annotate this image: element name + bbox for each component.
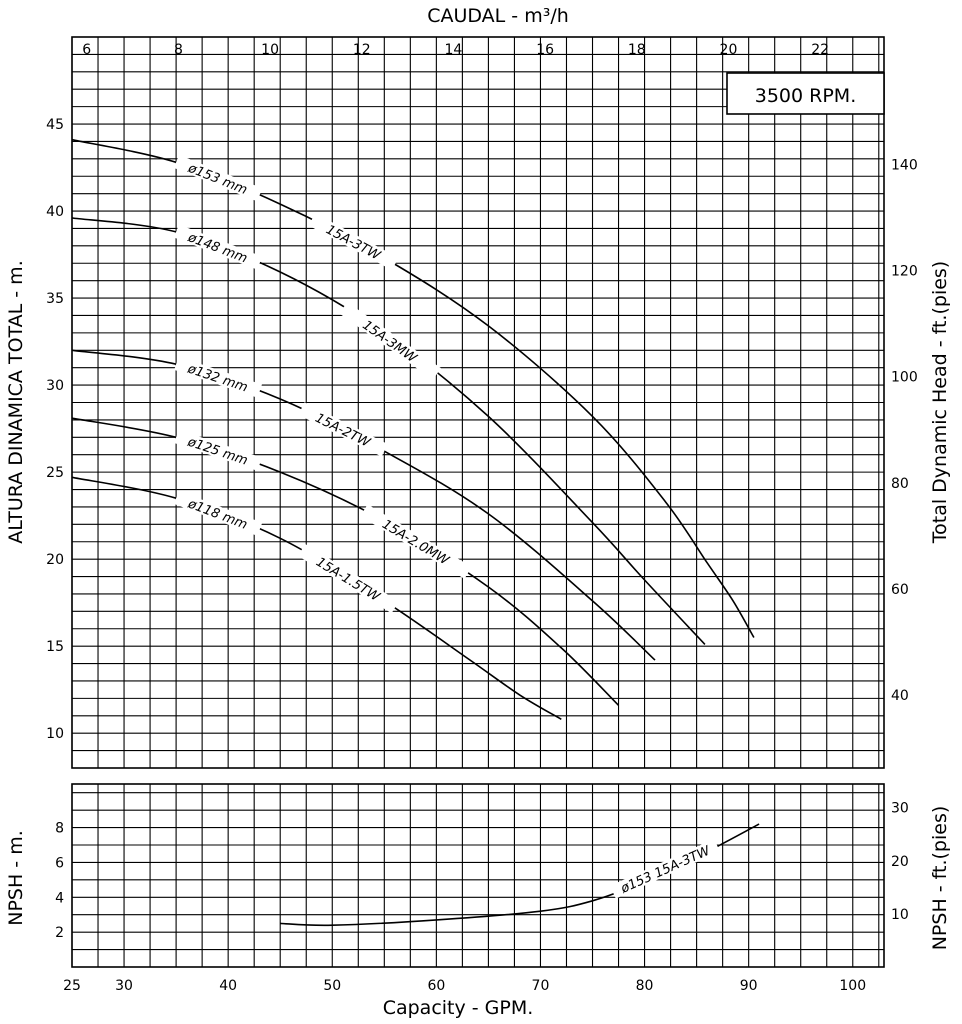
head-curve-1 xyxy=(71,138,755,638)
rpm-box xyxy=(726,72,885,115)
npsh-curve-label: ø153 15A-3TW xyxy=(618,843,714,897)
x-tick-label: 60 xyxy=(427,978,445,994)
x-tick-label: 70 xyxy=(532,978,550,994)
model-label-2: 15A-3MW xyxy=(359,318,420,367)
npsh-y2-tick-label: 30 xyxy=(891,801,909,817)
x2-tick-label: 18 xyxy=(628,42,646,58)
y2-tick-label: 120 xyxy=(891,264,918,280)
head-curve-3 xyxy=(71,349,656,661)
y-tick-label: 10 xyxy=(46,726,64,742)
y2-tick-label: 60 xyxy=(891,582,909,598)
diameter-label-3: ø132 mm xyxy=(185,361,250,395)
model-label-3-mask xyxy=(298,402,388,457)
x-tick-label: 100 xyxy=(839,978,866,994)
x2-tick-label: 8 xyxy=(174,42,183,58)
y-tick-label: 45 xyxy=(46,117,64,133)
x2-tick-label: 16 xyxy=(536,42,554,58)
npsh-plot-frame xyxy=(71,783,885,968)
top-axis-title: CAUDAL - m³/h xyxy=(427,5,569,27)
npsh-right-axis-title: NPSH - ft.(pies) xyxy=(929,806,951,951)
y2-tick-label: 100 xyxy=(891,370,918,386)
right-axis-title: Total Dynamic Head - ft.(pies) xyxy=(929,261,951,544)
diameter-label-4-mask xyxy=(174,429,262,471)
bottom-axis-title: Capacity - GPM. xyxy=(383,997,534,1019)
head-curve-4 xyxy=(71,417,620,706)
x-tick-label: 90 xyxy=(740,978,758,994)
npsh-left-axis-title: NPSH - m. xyxy=(5,830,27,926)
x-tick-label: 80 xyxy=(636,978,654,994)
model-label-5: 15A-1.5TW xyxy=(313,555,383,606)
x2-tick-label: 20 xyxy=(720,42,738,58)
y2-tick-label: 80 xyxy=(891,476,909,492)
diameter-label-3-mask xyxy=(174,356,262,398)
diameter-label-1-mask xyxy=(173,154,263,202)
x-tick-label: 30 xyxy=(115,978,133,994)
model-label-4: 15A-2.0MW xyxy=(379,517,452,569)
npsh-curve xyxy=(280,823,760,927)
y-tick-label: 40 xyxy=(46,204,64,220)
head-curve-2 xyxy=(71,217,706,645)
y-tick-label: 25 xyxy=(46,465,64,481)
npsh-y2-tick-label: 20 xyxy=(891,854,909,870)
y-tick-label: 30 xyxy=(46,378,64,394)
model-label-4-mask xyxy=(360,504,472,579)
npsh-curve-label-mask xyxy=(610,838,720,899)
model-label-3: 15A-2TW xyxy=(313,411,374,451)
model-label-2-mask xyxy=(339,301,441,380)
x-tick-label: 25 xyxy=(63,978,81,994)
x2-tick-label: 12 xyxy=(353,42,371,58)
rpm-title: 3500 RPM. xyxy=(755,85,857,107)
y-tick-label: 35 xyxy=(46,291,64,307)
model-label-1-mask xyxy=(308,213,399,271)
y2-tick-label: 40 xyxy=(891,688,909,704)
diameter-label-2: ø148 mm xyxy=(185,230,249,267)
diameter-label-5: ø118 mm xyxy=(185,496,249,533)
diameter-label-1: ø153 mm xyxy=(185,161,249,198)
x-tick-label: 40 xyxy=(219,978,237,994)
x2-tick-label: 22 xyxy=(811,42,829,58)
x2-tick-label: 14 xyxy=(445,42,463,58)
x-tick-label: 50 xyxy=(323,978,341,994)
diameter-label-4: ø125 mm xyxy=(185,434,250,468)
model-label-5-mask xyxy=(297,543,399,614)
y-tick-label: 15 xyxy=(46,639,64,655)
npsh-y-tick-label: 2 xyxy=(55,925,64,941)
grid-layer xyxy=(71,36,885,968)
npsh-y-tick-label: 8 xyxy=(55,821,64,837)
x2-tick-label: 6 xyxy=(82,42,91,58)
npsh-y-tick-label: 6 xyxy=(55,855,64,871)
diameter-label-2-mask xyxy=(173,224,263,270)
npsh-y-tick-label: 4 xyxy=(55,890,64,906)
curve-layer xyxy=(71,138,760,927)
text-layer: 3500 RPM. 25 30 40 50 60 70 80 90 100 6 8 10 12 14 16 18… xyxy=(5,5,951,1019)
y-tick-label: 20 xyxy=(46,552,64,568)
npsh-y2-tick-label: 10 xyxy=(891,907,909,923)
y2-tick-label: 140 xyxy=(891,158,918,174)
x2-tick-label: 10 xyxy=(261,42,279,58)
diameter-label-5-mask xyxy=(173,490,263,536)
main-plot-frame xyxy=(71,36,885,769)
left-axis-title: ALTURA DINAMICA TOTAL - m. xyxy=(5,260,27,543)
